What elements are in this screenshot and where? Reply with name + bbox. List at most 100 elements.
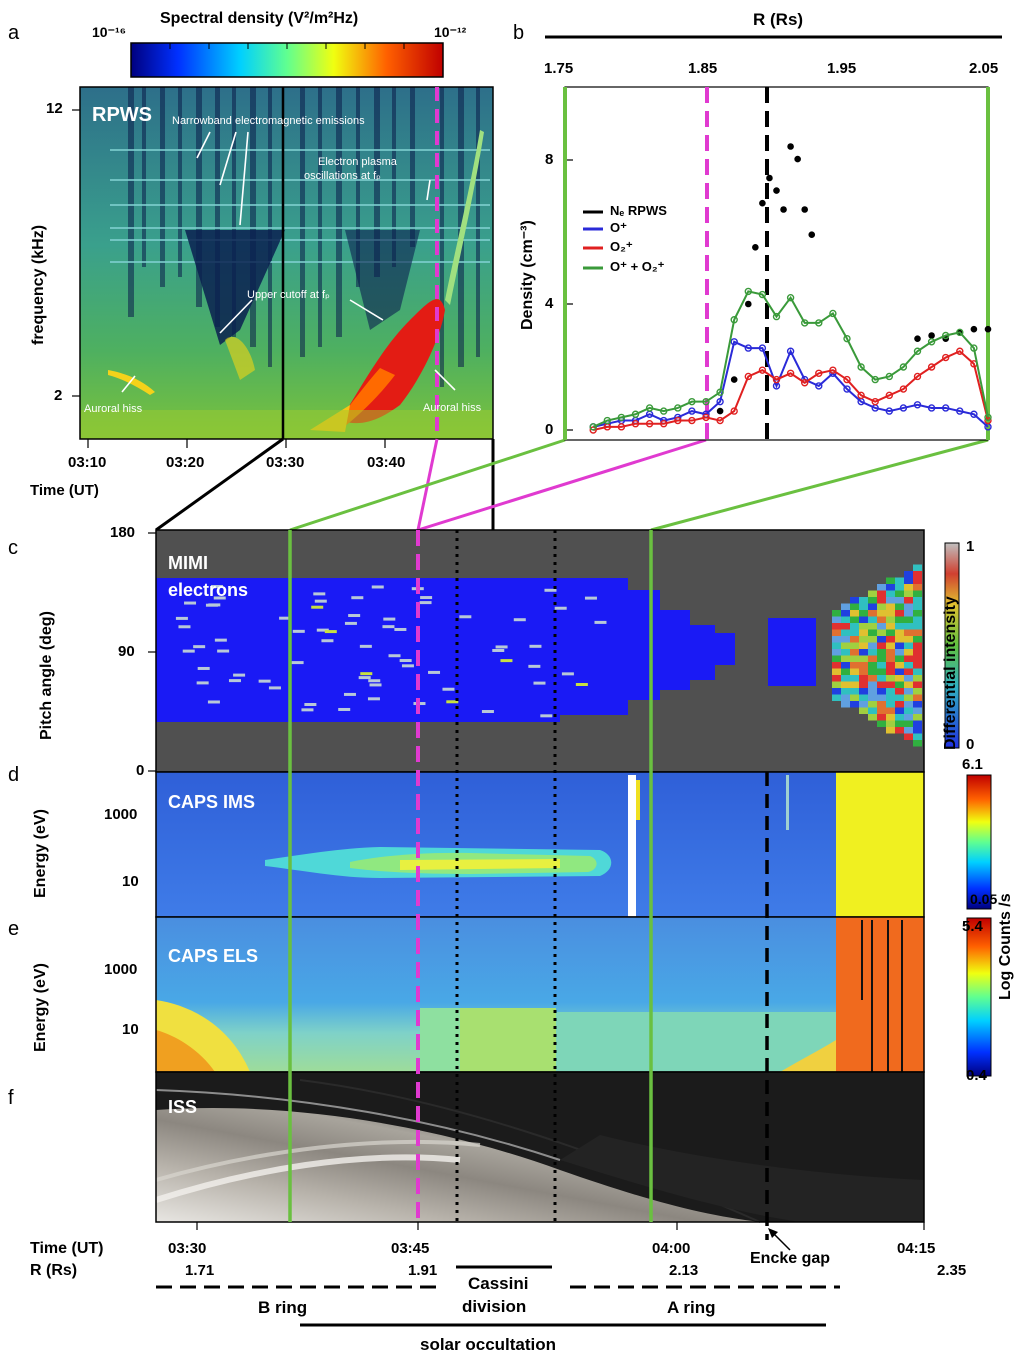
mimi-speckle-cell <box>886 720 895 727</box>
series-point-1-21 <box>885 407 893 415</box>
mimi-speckle-cell <box>877 675 886 682</box>
mimi-speckle-cell <box>832 675 841 682</box>
mimi-speckle-cell <box>850 701 859 708</box>
series-point-0-11 <box>808 231 816 238</box>
ims-ylabel: Energy (eV) <box>32 809 49 898</box>
mimi-speckle-cell <box>913 655 922 662</box>
series-point-1-9 <box>716 397 724 406</box>
mimi-speckle-cell <box>877 597 886 604</box>
mimi-dash <box>343 692 356 696</box>
mimi-dash <box>184 601 197 605</box>
r-tick-195: 1.95 <box>827 60 857 77</box>
mimi-speckle-cell <box>832 629 841 636</box>
mimi-speckle-cell <box>904 662 913 669</box>
mimi-dash <box>196 681 209 685</box>
mimi-speckle-cell <box>913 740 922 747</box>
series-point-3-7 <box>688 397 696 406</box>
mimi-speckle-cell <box>895 597 904 604</box>
mimi-speckle-cell <box>913 571 922 578</box>
mimi-speckle-cell <box>877 623 886 630</box>
mimi-speckle-cell <box>904 597 913 604</box>
mimi-speckle-cell <box>904 694 913 701</box>
mimi-speckle-cell <box>904 584 913 591</box>
els-ylabel: Energy (eV) <box>32 963 49 1052</box>
mimi-speckle-cell <box>841 616 850 623</box>
series-point-2-3 <box>631 420 640 428</box>
mimi-dash <box>544 588 557 592</box>
ims-cbar-label: Log Counts /s <box>997 893 1014 1000</box>
series-point-2-5 <box>660 420 668 428</box>
mimi-speckle-cell <box>895 636 904 643</box>
panel-letter-c: c <box>8 537 18 559</box>
mimi-speckle-cell <box>877 616 886 623</box>
mimi-dash <box>291 661 304 665</box>
mimi-ylabel: Pitch angle (deg) <box>38 611 55 740</box>
mimi-dash <box>401 664 414 668</box>
mimi-speckle-cell <box>913 668 922 675</box>
mimi-speckle-cell <box>895 577 904 584</box>
mimi-speckle-cell <box>904 616 913 623</box>
rpws-xtick-0330: 03:30 <box>266 454 305 471</box>
mimi-speckle-cell <box>832 610 841 617</box>
mimi-speckle-cell <box>895 616 904 623</box>
panel-letter-a: a <box>8 22 20 44</box>
series-point-1-10 <box>730 338 738 346</box>
mimi-speckle-cell <box>904 655 913 662</box>
mimi-speckle-cell <box>859 623 868 630</box>
mimi-speckle-cell <box>886 727 895 734</box>
mimi-speckle-cell <box>868 597 877 604</box>
mimi-speckle-cell <box>913 597 922 604</box>
mimi-speckle-cell <box>895 688 904 695</box>
mimi-speckle-cell <box>913 649 922 656</box>
mimi-speckle-cell <box>886 701 895 708</box>
series-point-3-6 <box>674 404 682 412</box>
mimi-speckle-cell <box>886 655 895 662</box>
iss-label: ISS <box>168 1097 198 1117</box>
mimi-dash <box>446 700 459 704</box>
series-point-2-12 <box>758 366 767 374</box>
mimi-speckle-cell <box>886 649 895 656</box>
series-point-1-23 <box>913 401 922 409</box>
r-tick-205: 2.05 <box>969 60 999 77</box>
series-point-3-5 <box>660 407 668 415</box>
r-tick-213: 2.13 <box>669 1262 699 1279</box>
mimi-speckle-cell <box>886 681 895 688</box>
series-point-0-8 <box>787 143 794 150</box>
r-tick-175: 1.75 <box>544 60 574 77</box>
panel-letter-f: f <box>8 1087 14 1109</box>
mimi-speckle-cell <box>868 662 877 669</box>
mimi-dash <box>292 629 305 633</box>
mimi-speckle-cell <box>913 577 922 584</box>
mimi-speckle-cell <box>859 675 868 682</box>
mimi-speckle-cell <box>832 688 841 695</box>
mimi-speckle-cell <box>841 662 850 669</box>
mimi-dash <box>197 666 210 670</box>
series-point-3-16 <box>815 319 823 327</box>
time-tick-0415: 04:15 <box>897 1240 936 1257</box>
series-point-1-14 <box>786 347 795 355</box>
mimi-speckle-cell <box>841 701 850 708</box>
mimi-speckle-cell <box>895 629 904 636</box>
series-point-2-17 <box>829 366 837 374</box>
mimi-speckle-cell <box>895 720 904 727</box>
series-point-2-26 <box>956 347 964 355</box>
series-point-3-3 <box>631 410 640 418</box>
ims-spectrogram <box>156 772 924 917</box>
rpws-colorbar-title: Spectral density (V²/m²Hz) <box>160 10 359 27</box>
mimi-dash <box>575 683 588 687</box>
series-point-2-11 <box>744 372 752 381</box>
rpws-xtick-0320: 03:20 <box>166 454 205 471</box>
mimi-speckle-cell <box>832 694 841 701</box>
mimi-speckle-cell <box>904 577 913 584</box>
mimi-speckle-cell <box>850 681 859 688</box>
rpws-xtick-0310: 03:10 <box>68 454 107 471</box>
time-tick-0400: 04:00 <box>652 1240 691 1257</box>
mimi-speckle-cell <box>913 603 922 610</box>
rpws-xlabel: Time (UT) <box>30 482 99 499</box>
mimi-speckle-cell <box>904 720 913 727</box>
mimi-speckle-cell <box>913 675 922 682</box>
mimi-dash <box>228 679 241 683</box>
mimi-speckle-cell <box>904 727 913 734</box>
mimi-speckle-cell <box>913 727 922 734</box>
ims-cbar-min: 0.05 <box>970 891 998 907</box>
